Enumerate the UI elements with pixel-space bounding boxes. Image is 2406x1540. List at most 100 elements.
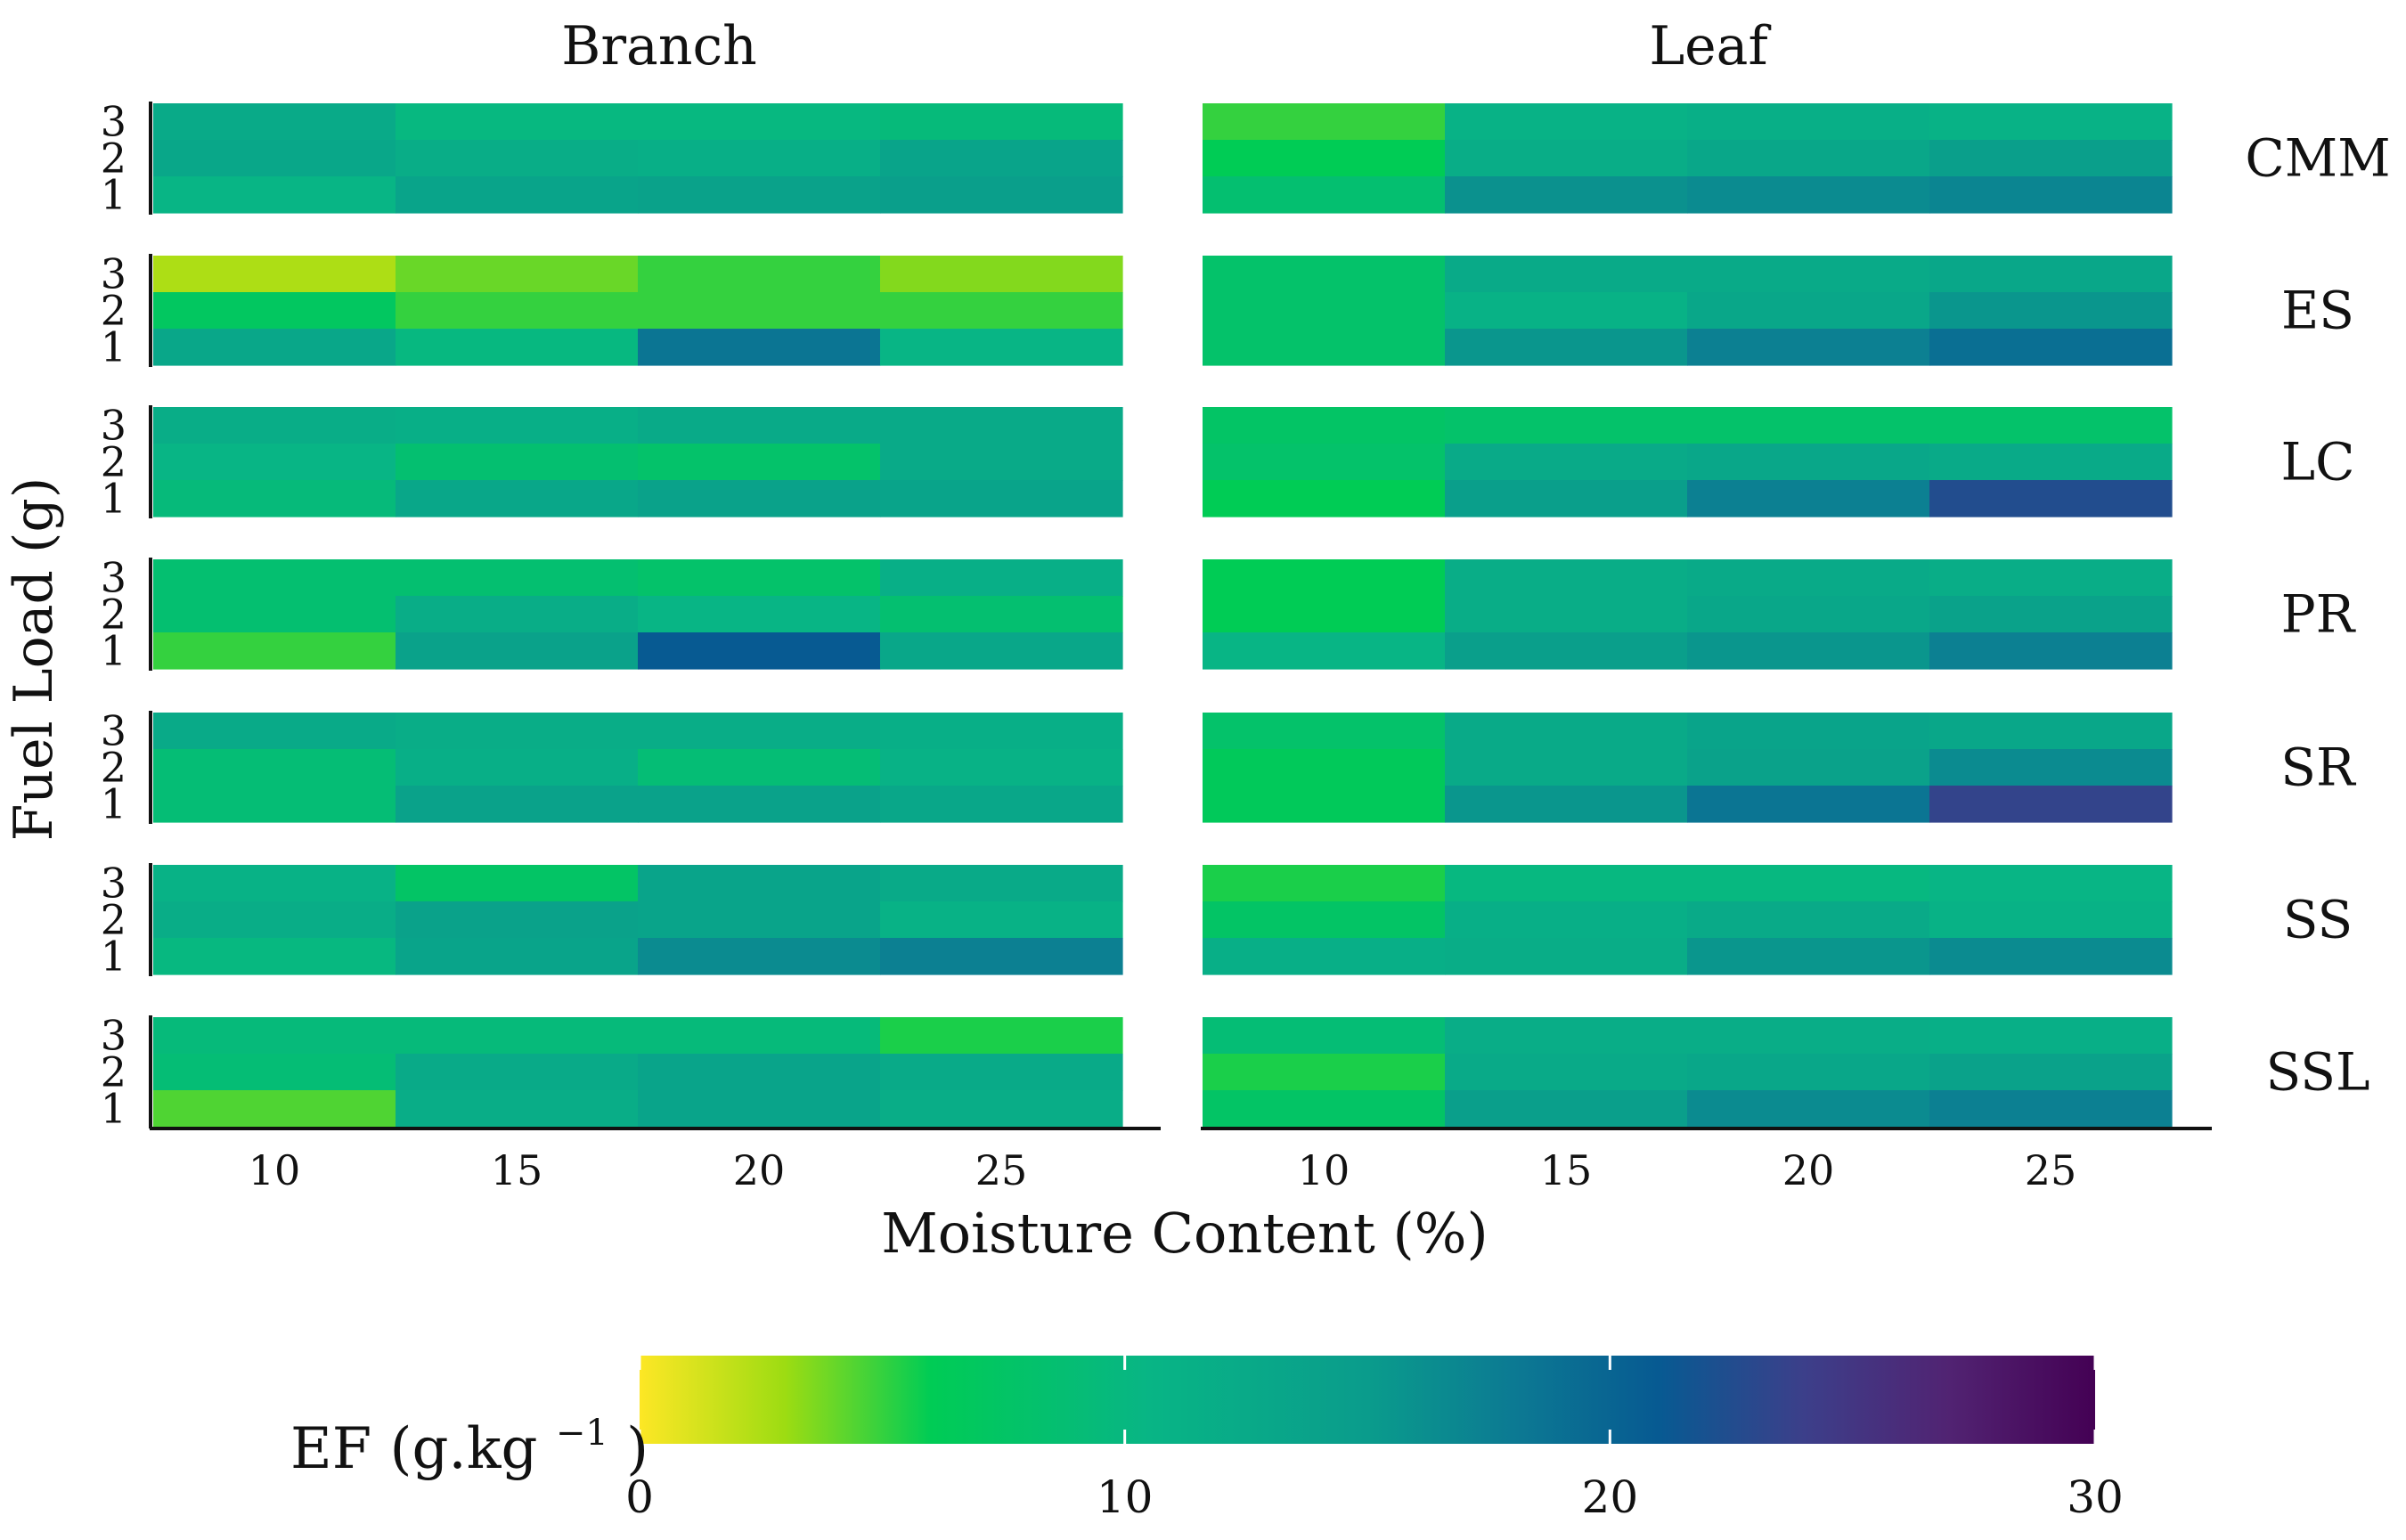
heatmap-cell bbox=[880, 1017, 1123, 1055]
heatmap-cell bbox=[1687, 938, 1930, 975]
heatmap-cell bbox=[1203, 407, 1446, 444]
heatmap-cell bbox=[880, 407, 1123, 444]
heatmap-cell bbox=[396, 176, 639, 214]
heatmap-cell bbox=[1445, 176, 1688, 214]
heatmap-cell bbox=[638, 901, 881, 939]
heatmap-cell bbox=[153, 1017, 396, 1055]
y-tick-label: 3 bbox=[101, 554, 126, 602]
heatmap-cell bbox=[1203, 1090, 1446, 1128]
heatmap-cell bbox=[396, 865, 639, 902]
heatmap-cell bbox=[1203, 938, 1446, 975]
heatmap-cell bbox=[1203, 632, 1446, 670]
heatmap-cell bbox=[153, 176, 396, 214]
heatmap-cell bbox=[1929, 596, 2173, 633]
y-tick-label: 3 bbox=[101, 250, 126, 298]
heatmap-cell bbox=[1203, 176, 1446, 214]
heatmap-cell bbox=[153, 329, 396, 366]
species-label: ES bbox=[2281, 281, 2354, 341]
heatmap-cell bbox=[153, 865, 396, 902]
heatmap-cell bbox=[1687, 444, 1930, 481]
heatmap-cell bbox=[153, 632, 396, 670]
heatmap-cell bbox=[638, 103, 881, 141]
species-label: PR bbox=[2281, 584, 2357, 645]
heatmap-cell bbox=[1929, 292, 2173, 330]
heatmap-cell bbox=[1929, 865, 2173, 902]
heatmap-cell bbox=[1929, 901, 2173, 939]
heatmap-cell bbox=[1929, 1054, 2173, 1091]
heatmap-cell bbox=[396, 329, 639, 366]
y-tick-label: 1 bbox=[101, 475, 126, 523]
heatmap-cell bbox=[396, 786, 639, 823]
heatmap-cell bbox=[638, 1054, 881, 1091]
heatmap-cell bbox=[396, 140, 639, 177]
heatmap-cell bbox=[1687, 865, 1930, 902]
heatmap-cell bbox=[396, 407, 639, 444]
heatmap-cell bbox=[1445, 938, 1688, 975]
species-labels: CMM ES LC PR SR SS SSL bbox=[2245, 128, 2390, 1103]
heatmap-cell bbox=[396, 444, 639, 481]
heatmap-cell bbox=[396, 938, 639, 975]
heatmap-cell bbox=[638, 713, 881, 750]
x-tick-label: 10 bbox=[249, 1146, 301, 1194]
species-label: SSL bbox=[2266, 1042, 2370, 1103]
heatmap-cell bbox=[880, 1090, 1123, 1128]
heatmap-cell bbox=[880, 938, 1123, 975]
heatmap-cell bbox=[396, 292, 639, 330]
colorbar-label-superscript: −1 bbox=[556, 1413, 608, 1454]
heatmap-cell bbox=[1445, 140, 1688, 177]
heatmap-cell bbox=[880, 103, 1123, 141]
heatmap-cell bbox=[1929, 480, 2173, 517]
heatmap-cell bbox=[1203, 559, 1446, 597]
heatmap-cell bbox=[1929, 786, 2173, 823]
heatmap-cell bbox=[1203, 749, 1446, 786]
heatmap-cell bbox=[153, 1090, 396, 1128]
heatmap-cell bbox=[1687, 1054, 1930, 1091]
heatmap-cell bbox=[153, 103, 396, 141]
heatmap-cell bbox=[1445, 559, 1688, 597]
y-tick-label: 3 bbox=[101, 860, 126, 908]
heatmap-cell bbox=[1687, 713, 1930, 750]
heatmap-cell bbox=[1203, 256, 1446, 293]
heatmap-cells bbox=[153, 103, 2173, 1128]
heatmap-cell bbox=[880, 176, 1123, 214]
x-tick-label: 15 bbox=[1540, 1146, 1593, 1194]
heatmap-cell bbox=[880, 329, 1123, 366]
y-tick-label: 3 bbox=[101, 402, 126, 450]
y-tick-label: 1 bbox=[101, 627, 126, 675]
heatmap-cell bbox=[1203, 140, 1446, 177]
heatmap-cell bbox=[638, 938, 881, 975]
heatmap-cell bbox=[153, 292, 396, 330]
heatmap-cell bbox=[153, 749, 396, 786]
heatmap-cell bbox=[396, 596, 639, 633]
heatmap-cell bbox=[1203, 901, 1446, 939]
heatmap-cell bbox=[1445, 256, 1688, 293]
heatmap-cell bbox=[153, 713, 396, 750]
panel-title-leaf: Leaf bbox=[1649, 15, 1771, 77]
heatmap-cell bbox=[880, 140, 1123, 177]
heatmap-cell bbox=[638, 292, 881, 330]
heatmap-cell bbox=[1929, 176, 2173, 214]
y-tick-label: 3 bbox=[101, 707, 126, 755]
heatmap-cell bbox=[880, 786, 1123, 823]
species-label: SR bbox=[2280, 737, 2357, 798]
x-tick-label: 25 bbox=[2025, 1146, 2077, 1194]
heatmap-cell bbox=[638, 1090, 881, 1128]
colorbar-label-close: ) bbox=[626, 1416, 648, 1482]
heatmap-cell bbox=[396, 559, 639, 597]
x-tick-label: 15 bbox=[491, 1146, 543, 1194]
heatmap-cell bbox=[880, 256, 1123, 293]
heatmap-cell bbox=[1445, 1017, 1688, 1055]
heatmap-cell bbox=[1445, 292, 1688, 330]
y-tick-label: 1 bbox=[101, 780, 126, 828]
heatmap-cell bbox=[1203, 596, 1446, 633]
heatmap-cell bbox=[638, 749, 881, 786]
heatmap-cell bbox=[1445, 444, 1688, 481]
y-tick-label: 2 bbox=[101, 591, 126, 639]
heatmap-cell bbox=[1687, 140, 1930, 177]
heatmap-cell bbox=[1445, 713, 1688, 750]
heatmap-cell bbox=[396, 749, 639, 786]
heatmap-cell bbox=[880, 632, 1123, 670]
heatmap-cell bbox=[1929, 1090, 2173, 1128]
heatmap-cell bbox=[1445, 596, 1688, 633]
heatmap-cell bbox=[1203, 786, 1446, 823]
